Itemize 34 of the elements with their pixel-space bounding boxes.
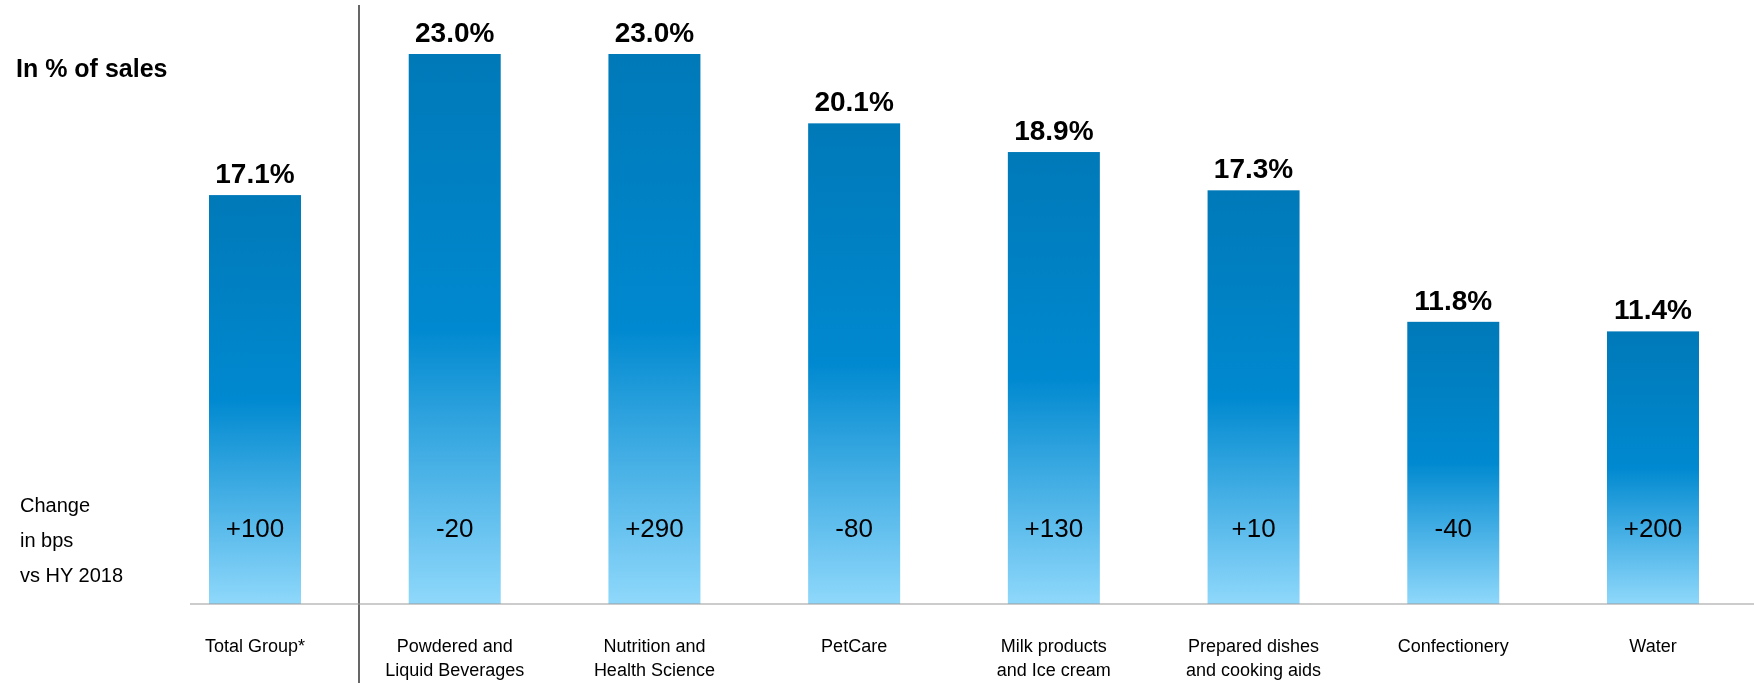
annotation: +10: [1231, 513, 1276, 543]
chart-title: In % of sales: [16, 54, 168, 82]
x-tick-label: Milk products and Ice cream: [996, 636, 1111, 680]
x-tick-label: Total Group*: [204, 636, 306, 656]
annotation: +100: [225, 513, 285, 543]
bar: [1407, 321, 1500, 604]
bar: [408, 54, 501, 604]
x-tick-label: Nutrition and Health Science: [593, 636, 715, 680]
annotation: -80: [835, 513, 873, 543]
bar: [1007, 152, 1100, 604]
data-label: 23.0%: [415, 17, 495, 48]
x-tick-label: Powdered and Liquid Beverages: [385, 636, 525, 680]
annotation: +290: [625, 513, 684, 543]
data-label: 11.8%: [1414, 284, 1493, 316]
x-tick-label: Prepared dishes and cooking aids: [1186, 636, 1322, 680]
data-label: 17.3%: [1213, 153, 1294, 185]
annotation: +200: [1623, 513, 1683, 543]
data-label: 17.1%: [215, 158, 295, 190]
bar: [209, 195, 301, 604]
bar: [1607, 331, 1699, 604]
data-label: 23.0%: [614, 17, 695, 48]
x-tick-label: Water: [1629, 636, 1677, 656]
data-label: 11.4%: [1614, 294, 1693, 326]
x-tick-label: Confectionery: [1397, 636, 1509, 656]
x-tick-label: PetCare: [821, 636, 888, 656]
bar: [808, 123, 901, 604]
data-label: 20.1%: [814, 86, 894, 118]
annotation: +130: [1024, 513, 1084, 543]
annotation: -20: [435, 513, 474, 543]
bar: [1207, 190, 1300, 604]
annotation: -40: [1434, 513, 1473, 543]
text: Change in bps vs HY 2018: [20, 494, 124, 586]
bar: [608, 54, 701, 604]
data-label: 18.9%: [1014, 115, 1094, 147]
